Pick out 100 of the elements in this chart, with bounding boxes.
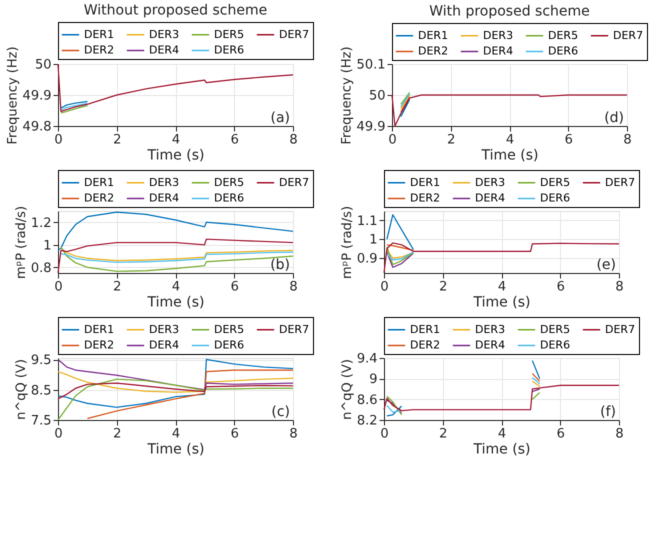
- legend-label: DER7: [279, 28, 310, 41]
- annotation: (b): [270, 257, 290, 273]
- legend-label: DER5: [540, 176, 570, 189]
- x-tick-label: 6: [564, 132, 573, 148]
- legend-label: DER3: [475, 322, 506, 336]
- y-tick-label: 50: [34, 58, 52, 72]
- line-series: [386, 252, 414, 268]
- x-tick-label: 4: [172, 280, 180, 294]
- x-tick-label: 0: [380, 280, 389, 294]
- x-tick-label: 8: [289, 426, 298, 442]
- legend-label: DER2: [84, 192, 114, 204]
- x-tick-label: 2: [113, 132, 122, 148]
- x-tick-label: 2: [113, 280, 122, 294]
- legend-label: DER5: [214, 28, 244, 41]
- legend-label: DER7: [605, 322, 636, 336]
- line-series: [86, 370, 294, 420]
- legend-label: DER1: [410, 322, 440, 336]
- x-tick-label: 4: [172, 132, 180, 148]
- y-tick-label: 8.6: [356, 392, 378, 408]
- legend-label: DER6: [540, 192, 570, 204]
- line-series: [60, 102, 88, 110]
- y-tick-label: 49.9: [22, 88, 52, 104]
- annotation: (d): [604, 110, 624, 126]
- y-tick-label: 1: [369, 232, 378, 248]
- chart-title: Without proposed scheme: [84, 2, 268, 18]
- y-tick-label: 50: [368, 88, 386, 104]
- x-tick-label: 6: [556, 426, 565, 442]
- legend-label: DER2: [418, 44, 448, 58]
- x-tick-label: 8: [623, 132, 632, 148]
- annotation: (e): [596, 257, 616, 273]
- legend-label: DER3: [475, 176, 506, 189]
- y-tick-label: 9: [369, 372, 378, 388]
- x-tick-label: 6: [230, 280, 239, 294]
- y-tick-label: 9.5: [30, 353, 52, 368]
- legend-label: DER6: [214, 192, 244, 204]
- x-tick-label: 2: [113, 426, 122, 442]
- x-tick-label: 4: [172, 426, 180, 442]
- x-tick-label: 2: [447, 132, 456, 148]
- legend-label: DER2: [410, 192, 440, 204]
- legend-label: DER4: [149, 192, 180, 204]
- annotation: (c): [271, 404, 290, 420]
- x-axis-title: Time (s): [146, 294, 204, 310]
- x-tick-label: 0: [54, 132, 63, 148]
- x-tick-label: 4: [498, 280, 506, 294]
- line-series: [386, 246, 414, 266]
- line-series: [57, 371, 294, 393]
- x-tick-label: 6: [230, 132, 239, 148]
- x-tick-label: 4: [506, 132, 514, 148]
- x-axis-title: Time (s): [472, 442, 530, 458]
- legend-label: DER6: [548, 44, 578, 58]
- legend-label: DER4: [475, 192, 506, 204]
- legend-label: DER7: [279, 322, 310, 336]
- legend-label: DER5: [548, 28, 578, 42]
- y-axis-title: n^qQ (V): [340, 359, 355, 420]
- legend-label: DER6: [214, 338, 244, 352]
- x-tick-label: 0: [54, 280, 63, 294]
- legend-label: DER7: [605, 176, 636, 189]
- y-axis-title: Frequency (Hz): [340, 46, 355, 145]
- y-tick-label: 0.9: [356, 251, 378, 266]
- legend-label: DER3: [483, 28, 514, 42]
- y-tick-label: 1: [43, 238, 52, 254]
- legend-label: DER1: [410, 176, 440, 189]
- legend-label: DER2: [84, 338, 114, 352]
- x-tick-label: 8: [615, 426, 624, 442]
- legend-label: DER7: [279, 176, 310, 189]
- y-tick-label: 49.8: [22, 120, 52, 134]
- line-series: [60, 104, 88, 114]
- x-tick-label: 0: [380, 426, 389, 442]
- legend-label: DER2: [410, 338, 440, 352]
- legend-label: DER7: [613, 28, 644, 42]
- legend-label: DER4: [149, 44, 180, 56]
- legend-label: DER6: [540, 338, 570, 352]
- x-tick-label: 6: [230, 426, 239, 442]
- y-axis-title: mᵖP (rad/s): [340, 206, 355, 280]
- line-series: [386, 214, 414, 250]
- legend-label: DER4: [149, 338, 180, 352]
- legend-label: DER5: [214, 176, 244, 189]
- y-tick-label: 50.1: [356, 58, 386, 72]
- line-series: [57, 212, 294, 252]
- x-tick-label: 8: [289, 132, 298, 148]
- legend-label: DER1: [84, 322, 114, 336]
- annotation: (f): [600, 404, 616, 420]
- legend-label: DER5: [540, 322, 570, 336]
- legend-label: DER3: [149, 28, 180, 41]
- x-tick-label: 8: [615, 280, 624, 294]
- y-tick-label: 8.5: [30, 383, 52, 398]
- y-tick-label: 1.2: [30, 216, 52, 231]
- legend-label: DER4: [483, 44, 514, 58]
- y-tick-label: 9.4: [356, 352, 378, 366]
- x-tick-label: 2: [439, 280, 448, 294]
- y-tick-label: 49.9: [356, 120, 386, 134]
- x-axis-title: Time (s): [146, 148, 204, 164]
- line-series: [60, 100, 88, 109]
- y-axis-title: Frequency (Hz): [6, 46, 21, 145]
- legend-label: DER1: [84, 176, 114, 189]
- x-tick-label: 0: [388, 132, 397, 148]
- chart-title: With proposed scheme: [429, 4, 590, 20]
- legend-label: DER2: [84, 44, 114, 56]
- legend-label: DER3: [149, 322, 180, 336]
- y-tick-label: 7.5: [30, 414, 52, 428]
